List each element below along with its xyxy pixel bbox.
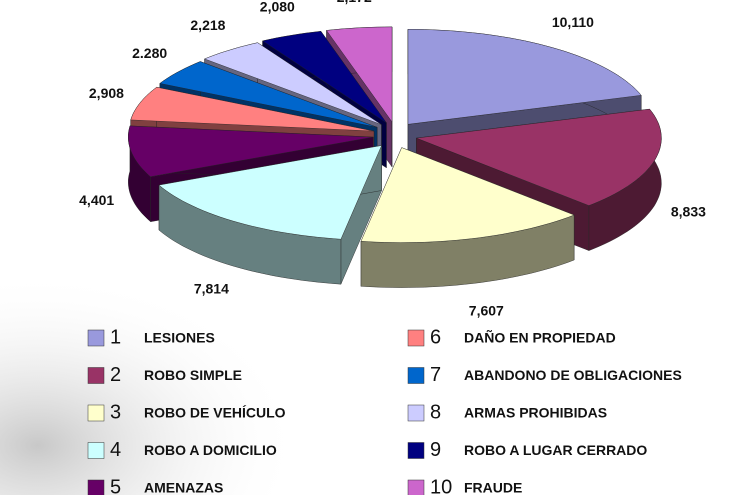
legend-key: 4 [110,439,121,461]
legend-label: ARMAS PROHIBIDAS [464,405,607,421]
legend-swatch [88,330,104,346]
legend-label: ABANDONO DE OBLIGACIONES [464,367,682,383]
value-label: 2.280 [132,45,167,61]
legend-key: 2 [110,364,121,386]
legend-label: LESIONES [144,330,215,346]
value-label: 2,908 [89,85,124,101]
legend-key: 6 [430,326,441,348]
legend-swatch [88,443,104,459]
legend-key: 7 [430,364,441,386]
legend-swatch [408,443,424,459]
legend-label: ROBO DE VEHÍCULO [144,405,286,421]
legend-swatch [88,405,104,421]
legend-swatch [88,480,104,495]
value-label: 7,814 [194,280,229,296]
value-label: 2,172 [337,0,372,5]
value-label: 4,401 [79,192,114,208]
legend-swatch [88,368,104,384]
legend-label: DAÑO EN PROPIEDAD [464,329,616,346]
legend-label: ROBO A LUGAR CERRADO [464,442,647,458]
value-label: 2,218 [190,17,225,33]
legend-swatch [408,330,424,346]
legend-swatch [408,480,424,495]
value-label: 8,833 [671,203,706,219]
legend-swatch [408,405,424,421]
legend-key: 8 [430,401,441,423]
chart: 10,110 8,833 7,607 7,814 4,401 2,908 2.280 2,21… [0,0,754,495]
legend-key: 1 [110,326,121,348]
legend-label: AMENAZAS [144,480,223,495]
legend-key: 3 [110,401,121,423]
value-label: 10,110 [552,14,594,30]
legend-label: FRAUDE [464,480,522,495]
legend-key: 9 [430,439,441,461]
value-label: 2,080 [260,0,295,14]
value-label: 7,607 [469,302,504,318]
legend-swatch [408,368,424,384]
legend-key: 5 [110,476,121,495]
legend-key: 10 [430,476,452,495]
legend-label: ROBO A DOMICILIO [144,442,277,458]
legend-label: ROBO SIMPLE [144,367,242,383]
